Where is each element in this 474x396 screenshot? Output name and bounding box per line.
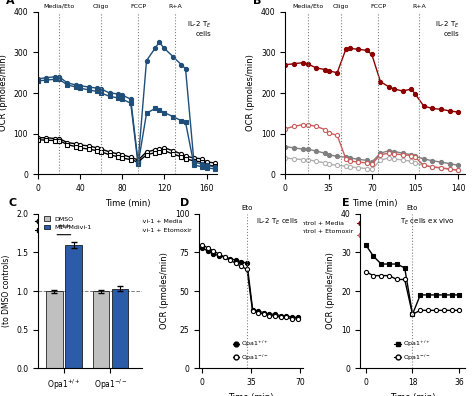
Text: A: A <box>6 0 14 6</box>
Text: IL-2 T$_E$ cells: IL-2 T$_E$ cells <box>256 217 299 227</box>
Bar <box>46 291 63 368</box>
Y-axis label: Relative OCR
(to DMSO controls): Relative OCR (to DMSO controls) <box>0 255 10 327</box>
Bar <box>93 291 109 368</box>
Text: Media/Eto: Media/Eto <box>292 4 323 9</box>
Text: D: D <box>181 198 190 208</box>
Text: R+A: R+A <box>412 4 426 9</box>
Legend: DMSO + Media, DMSO + Etomoxir, M1+Mdivi-1 + Media, M1+Mdivi-1 + Etomoxir: DMSO + Media, DMSO + Etomoxir, M1+Mdivi-… <box>32 216 194 235</box>
Legend: Control + Media, Control + Etomoxir, $\bf{Opa1}$ + Media, $\bf{Opa1}$ + Etomoxir: Control + Media, Control + Etomoxir, $\b… <box>280 216 428 242</box>
Text: FCCP: FCCP <box>370 4 386 9</box>
Text: B: B <box>253 0 261 6</box>
Y-axis label: OCR (pmoles/min): OCR (pmoles/min) <box>246 55 255 131</box>
X-axis label: Time (min): Time (min) <box>390 392 435 396</box>
Text: Media/Eto: Media/Eto <box>44 4 74 9</box>
Text: ***: *** <box>57 224 70 233</box>
Text: C: C <box>9 198 17 208</box>
X-axis label: Time (min): Time (min) <box>105 198 150 208</box>
Text: T$_E$ cells ex vivo: T$_E$ cells ex vivo <box>400 217 455 227</box>
X-axis label: Time (min): Time (min) <box>352 198 398 208</box>
Legend: Opa1$^{+/+}$, Opa1$^{-/-}$: Opa1$^{+/+}$, Opa1$^{-/-}$ <box>231 337 272 365</box>
Text: IL-2 T$_E$
cells: IL-2 T$_E$ cells <box>187 20 212 37</box>
Legend: DMSO, M1+Mdivi-1: DMSO, M1+Mdivi-1 <box>41 214 94 233</box>
Text: IL-2 T$_E$
cells: IL-2 T$_E$ cells <box>435 20 459 37</box>
Text: Eto: Eto <box>241 205 253 211</box>
Text: E: E <box>342 198 349 208</box>
Y-axis label: OCR (pmoles/min): OCR (pmoles/min) <box>327 253 336 329</box>
Text: FCCP: FCCP <box>130 4 146 9</box>
Y-axis label: OCR (pmoles/min): OCR (pmoles/min) <box>160 253 169 329</box>
Bar <box>112 289 128 368</box>
Text: R+A: R+A <box>168 4 182 9</box>
Text: Eto: Eto <box>407 205 418 211</box>
X-axis label: Time (min): Time (min) <box>228 392 274 396</box>
Y-axis label: OCR (pmoles/min): OCR (pmoles/min) <box>0 55 8 131</box>
Text: Oligo: Oligo <box>333 4 349 9</box>
Text: Oligo: Oligo <box>93 4 109 9</box>
Bar <box>65 245 82 368</box>
Legend: Opa1$^{+/+}$, Opa1$^{-/-}$: Opa1$^{+/+}$, Opa1$^{-/-}$ <box>392 337 433 365</box>
